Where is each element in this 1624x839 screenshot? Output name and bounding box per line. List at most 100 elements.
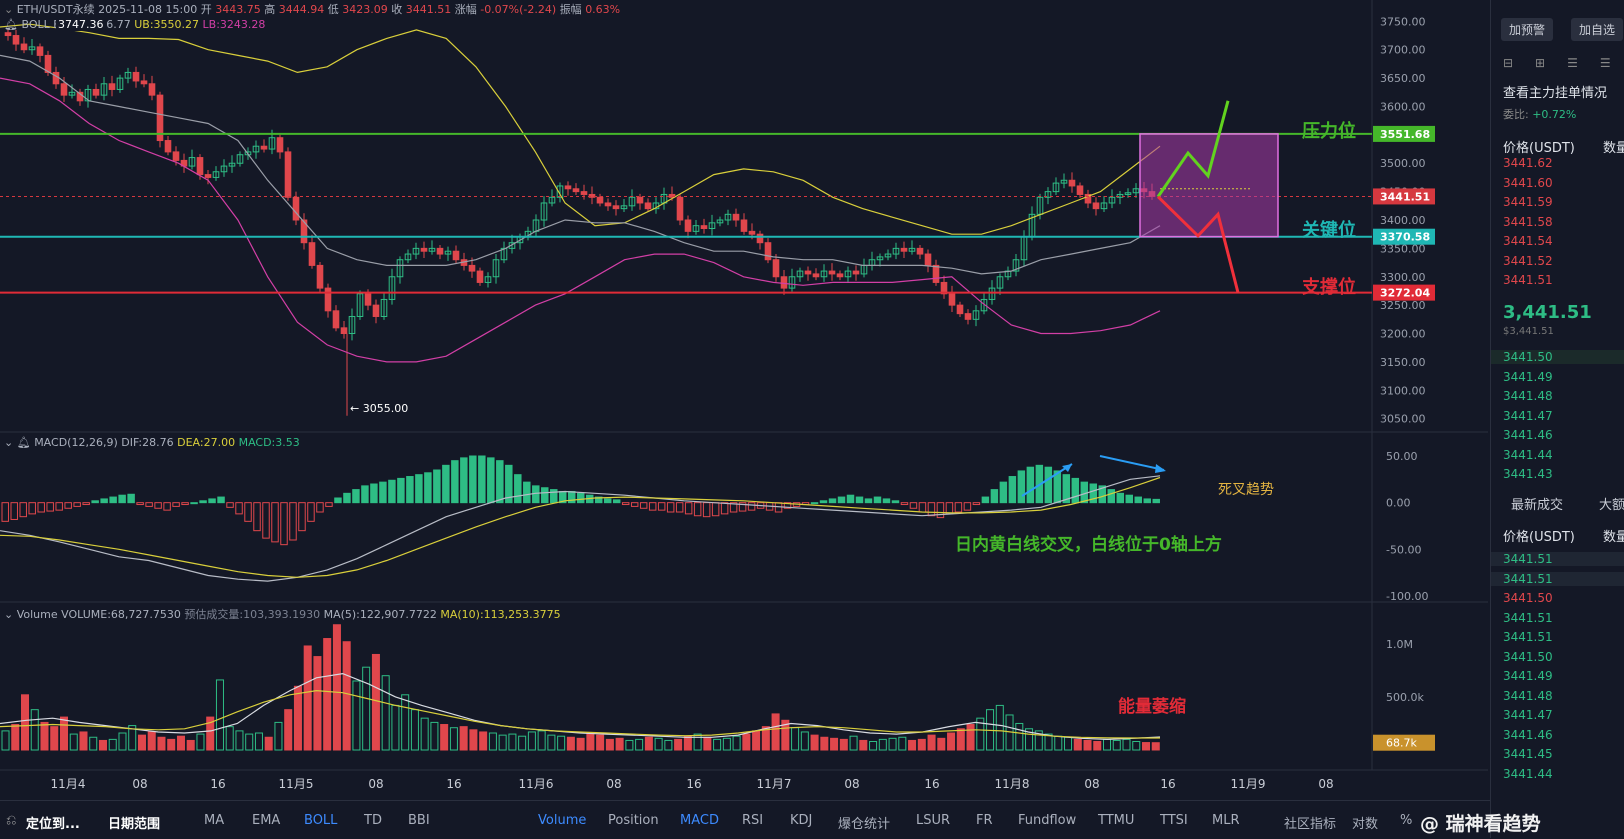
- volume-bar: [947, 732, 956, 751]
- volume-bar: [878, 738, 887, 751]
- indicator-tab[interactable]: EMA: [252, 813, 281, 828]
- layout-icons[interactable]: ⊟⊞☰☰: [1503, 56, 1624, 70]
- trade-row[interactable]: 3441.51: [1491, 552, 1624, 566]
- candle-body: [324, 287, 332, 312]
- tab-latest-trades[interactable]: 最新成交: [1511, 498, 1564, 513]
- indicator-tab[interactable]: TTSI: [1160, 813, 1188, 828]
- volume-bar: [791, 727, 800, 751]
- x-tick: 11月6: [519, 777, 554, 791]
- volume-bar: [449, 727, 458, 751]
- volume-bar: [264, 736, 273, 751]
- indicator-tab[interactable]: MLR: [1212, 813, 1240, 828]
- volume-bar: [771, 713, 780, 751]
- macd-bar: [397, 477, 405, 504]
- trade-row[interactable]: 3441.51: [1503, 610, 1553, 625]
- trade-row[interactable]: 3441.50: [1503, 649, 1553, 664]
- trade-row[interactable]: 3441.50: [1503, 591, 1553, 605]
- indicator-tab[interactable]: TTMU: [1098, 813, 1135, 828]
- bid-row[interactable]: 3441.47: [1503, 408, 1553, 423]
- trade-row[interactable]: 3441.48: [1503, 688, 1553, 703]
- bid-row[interactable]: 3441.44: [1503, 447, 1553, 462]
- chart-svg[interactable]: 3750.003700.003650.003600.003550.003500.…: [0, 0, 1488, 800]
- add-alert-button[interactable]: 加预警: [1501, 18, 1554, 41]
- ask-row[interactable]: 3441.52: [1503, 253, 1553, 268]
- macd-bar: [981, 496, 990, 504]
- collapse-icon[interactable]: ⌄: [4, 608, 17, 621]
- ask-row[interactable]: 3441.51: [1503, 273, 1553, 287]
- price-tick: 3750.00: [1380, 15, 1426, 28]
- bid-row[interactable]: 3441.50: [1491, 350, 1624, 364]
- arrow-head: [1062, 464, 1072, 472]
- add-watchlist-button[interactable]: 加自选: [1571, 18, 1624, 41]
- trade-row[interactable]: 3441.49: [1503, 669, 1553, 683]
- x-tick: 16: [924, 777, 939, 791]
- volume-bar: [498, 734, 507, 751]
- candle-body: [828, 270, 836, 275]
- date-range-button[interactable]: 日期范围: [108, 817, 161, 832]
- indicator-tab[interactable]: BOLL: [304, 813, 338, 828]
- indicator-tab[interactable]: 对数: [1352, 817, 1379, 832]
- trade-row[interactable]: 3441.51: [1491, 571, 1624, 586]
- bid-row[interactable]: 3441.48: [1503, 389, 1553, 403]
- indicator-tab[interactable]: 爆仓统计: [838, 817, 891, 832]
- ask-row[interactable]: 3441.62: [1503, 156, 1553, 170]
- ask-row[interactable]: 3441.54: [1503, 234, 1553, 248]
- ask-row[interactable]: 3441.58: [1503, 214, 1553, 229]
- candle-body: [292, 196, 300, 221]
- candle-body: [876, 256, 884, 261]
- boll-legend: 🔔︎ BOLL BOLL:3396.77 UB:3550.27 LB:3243.…: [4, 18, 265, 31]
- low-marker: ← 3055.00: [350, 402, 409, 415]
- indicator-tab[interactable]: MA: [204, 813, 225, 828]
- indicator-tab[interactable]: 社区指标: [1284, 817, 1337, 832]
- ask-row[interactable]: 3441.60: [1503, 175, 1553, 190]
- macd-bar: [10, 502, 18, 520]
- candle-body: [252, 145, 260, 153]
- candle-body: [1092, 202, 1100, 210]
- trade-row[interactable]: 3441.46: [1503, 727, 1553, 742]
- bid-row[interactable]: 3441.49: [1503, 369, 1553, 384]
- indicator-tab[interactable]: RSI: [742, 813, 764, 828]
- trades-price-header: 价格(USDT): [1503, 530, 1575, 545]
- trade-row[interactable]: 3441.45: [1503, 747, 1553, 761]
- trade-row[interactable]: 3441.44: [1503, 766, 1553, 781]
- volume-value: VOLUME:68,727.7530: [61, 608, 181, 621]
- candle-body: [740, 219, 748, 232]
- indicator-tab[interactable]: LSUR: [916, 813, 951, 828]
- bid-row[interactable]: 3441.46: [1503, 428, 1553, 442]
- ask-row[interactable]: 3441.59: [1503, 195, 1553, 209]
- chart-area[interactable]: 3750.003700.003650.003600.003550.003500.…: [0, 0, 1488, 800]
- indicator-tab[interactable]: %: [1400, 813, 1413, 828]
- bell-icon[interactable]: 🔔︎: [16, 436, 31, 449]
- trade-row[interactable]: 3441.51: [1503, 630, 1553, 644]
- macd-note: 日内黄白线交叉，白线位于0轴上方: [955, 535, 1222, 555]
- locate-icon[interactable]: ⎌: [6, 813, 17, 828]
- volume-current-bg: [1373, 734, 1435, 751]
- locate-button[interactable]: 定位到...: [26, 817, 80, 832]
- candle-body: [20, 43, 28, 51]
- collapse-icon[interactable]: ⌄: [4, 436, 17, 449]
- macd-bar: [711, 502, 720, 517]
- bid-row[interactable]: 3441.43: [1503, 467, 1553, 481]
- indicator-tab[interactable]: MACD: [680, 813, 719, 828]
- indicator-tab[interactable]: Fundflow: [1018, 813, 1077, 828]
- indicator-tab[interactable]: BBI: [408, 813, 430, 828]
- volume-bar: [1093, 741, 1102, 751]
- candle-body: [780, 276, 788, 289]
- indicator-tab[interactable]: TD: [364, 813, 382, 828]
- indicator-tab[interactable]: Position: [608, 813, 659, 828]
- macd-bar: [720, 502, 729, 515]
- volume-bar: [898, 736, 907, 751]
- indicator-tab[interactable]: FR: [976, 813, 993, 828]
- bell-icon[interactable]: 🔔︎: [4, 18, 18, 31]
- indicator-tab[interactable]: Volume: [538, 813, 587, 828]
- indicator-tab[interactable]: KDJ: [790, 813, 813, 828]
- last-price-usd: $3,441.51: [1503, 326, 1554, 337]
- volume-bar: [215, 679, 224, 751]
- macd-bar: [621, 502, 630, 506]
- orderbook-title[interactable]: 查看主力挂单情况: [1503, 86, 1608, 101]
- candle-body: [1060, 179, 1068, 184]
- tab-big-trades[interactable]: 大额: [1599, 498, 1624, 513]
- volume-bar: [69, 733, 78, 751]
- collapse-icon[interactable]: ⌄: [4, 3, 17, 16]
- trade-row[interactable]: 3441.47: [1503, 708, 1553, 722]
